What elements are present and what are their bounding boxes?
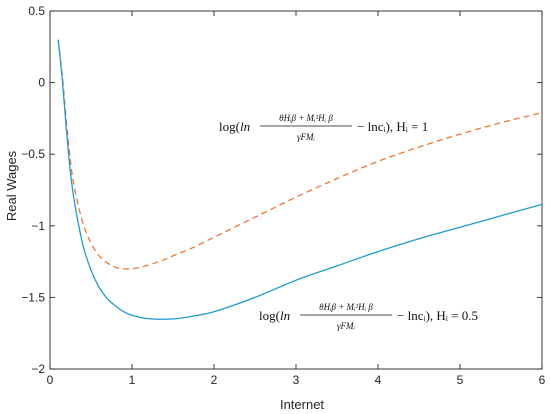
annotation-hi-1-suffix: − lncᵢ), Hᵢ = 1 — [357, 119, 428, 134]
annotation-hi-0.5-numerator: θHᵢβ + Mᵢ²Hᵢ β — [319, 302, 373, 312]
annotation-hi-0.5: log(ln θHᵢβ + Mᵢ²Hᵢ β γFMᵢ − lncᵢ), Hᵢ =… — [259, 302, 478, 331]
x-tick-label: 3 — [293, 373, 300, 387]
y-tick-label: 0.5 — [28, 4, 45, 18]
series-line-hi-1 — [57, 39, 543, 270]
y-tick-label: −0.5 — [21, 147, 45, 161]
x-axis-label: Internet — [280, 397, 324, 412]
y-tick-label: −2 — [31, 362, 45, 376]
y-tick-label: −1 — [31, 219, 45, 233]
x-tick-label: 2 — [211, 373, 218, 387]
y-tick-label: 0 — [38, 76, 45, 90]
y-axis-ticks: −2 −1.5 −1 −0.5 0 0.5 — [21, 4, 542, 376]
series-line-hi-0.5 — [57, 39, 543, 320]
y-axis-label: Real Wages — [4, 150, 19, 221]
y-tick-label: −1.5 — [21, 290, 45, 304]
annotation-hi-1-prefix: log(ln — [219, 119, 250, 134]
series-layer — [57, 39, 543, 320]
annotation-hi-0.5-denominator: γFMᵢ — [337, 321, 356, 331]
annotation-hi-1: log(ln θHᵢβ + Mᵢ²Hᵢ β γFMᵢ − lncᵢ), Hᵢ =… — [219, 113, 428, 142]
x-tick-label: 5 — [457, 373, 464, 387]
x-tick-label: 4 — [375, 373, 382, 387]
x-axis-ticks: 0 1 2 3 4 5 6 — [47, 11, 546, 387]
x-tick-label: 0 — [47, 373, 54, 387]
annotation-hi-0.5-suffix: − lncᵢ), Hᵢ = 0.5 — [397, 308, 478, 323]
annotation-hi-0.5-prefix: log(ln — [259, 308, 290, 323]
annotation-hi-1-numerator: θHᵢβ + Mᵢ²Hᵢ β — [279, 113, 333, 123]
x-tick-label: 6 — [539, 373, 546, 387]
x-tick-label: 1 — [129, 373, 136, 387]
annotation-hi-1-denominator: γFMᵢ — [297, 132, 316, 142]
